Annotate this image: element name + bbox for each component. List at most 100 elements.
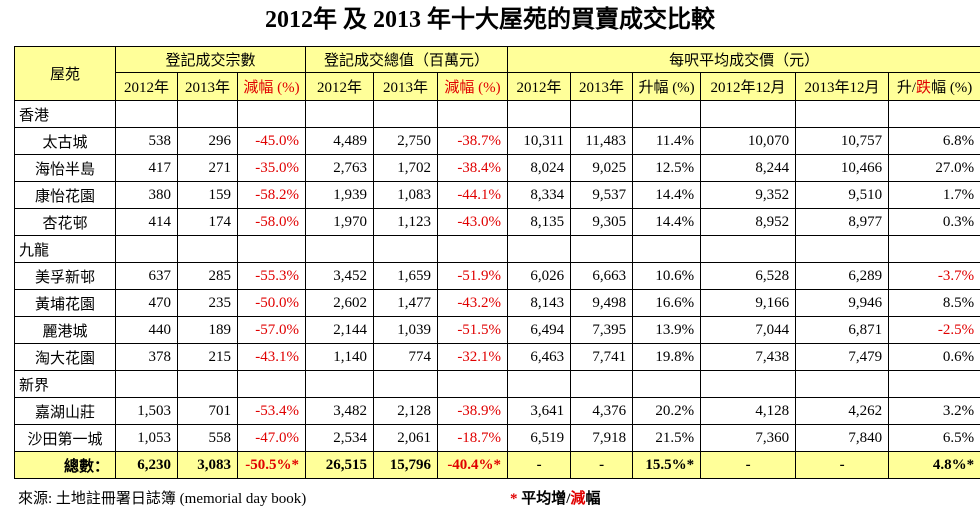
empty-cell [700, 100, 797, 128]
group-header: 每呎平均成交價（元） [507, 46, 980, 73]
cell: 11,483 [570, 127, 634, 155]
cell: 9,166 [700, 289, 797, 317]
empty-cell [236, 100, 307, 128]
cell: 6.5% [888, 424, 980, 452]
header-part: 升/ [896, 80, 917, 96]
table-body: 屋苑 登記成交宗數 登記成交總值（百萬元） 每呎平均成交價（元） 2012年 2013年減… [14, 46, 980, 479]
cell: 8,143 [507, 289, 572, 317]
total-cell: -40.4%* [437, 451, 509, 479]
empty-cell [236, 235, 307, 263]
cell: 9,498 [570, 289, 634, 317]
cell: 16.6% [632, 289, 702, 317]
cell: 3.2% [888, 397, 980, 425]
cell: 2,144 [305, 316, 375, 344]
cell: 6.8% [888, 127, 980, 155]
cell: -43.0% [437, 208, 509, 236]
cell: 6,519 [507, 424, 572, 452]
empty-cell [305, 100, 375, 128]
total-cell: 15,796 [373, 451, 439, 479]
total-label: 總數： [14, 451, 116, 479]
cell: -43.2% [437, 289, 509, 317]
total-cell: 3,083 [177, 451, 238, 479]
data-row: 杏花邨 414 174 -58.0% 1,970 1,123 -43.0% 8,135 9,30… [14, 208, 980, 236]
empty-cell [177, 235, 238, 263]
group-header: 登記成交宗數 [114, 46, 307, 73]
estate-name: 太古城 [14, 127, 116, 155]
cell: 11.4% [632, 127, 702, 155]
data-row: 康怡花園 380 159 -58.2% 1,939 1,083 -44.1% 8,334 9,5… [14, 181, 980, 209]
note-part: 平均增/ [517, 491, 571, 507]
cell: 2,128 [373, 397, 439, 425]
empty-cell [177, 370, 238, 398]
empty-cell [305, 235, 375, 263]
empty-cell [795, 235, 890, 263]
estate-name: 嘉湖山莊 [14, 397, 116, 425]
cell: 285 [177, 262, 238, 290]
cell: 2,061 [373, 424, 439, 452]
section-name: 香港 [14, 100, 116, 128]
cell: -38.7% [437, 127, 509, 155]
cell: 6,528 [700, 262, 797, 290]
cell: 19.8% [632, 343, 702, 371]
estate-name: 麗港城 [14, 316, 116, 344]
cell: 380 [115, 181, 178, 209]
empty-cell [236, 370, 307, 398]
cell: 9,510 [795, 181, 890, 209]
empty-cell [570, 370, 634, 398]
cell: 7,360 [700, 424, 797, 452]
total-cell: -50.5%* [236, 451, 307, 479]
cell: -45.0% [236, 127, 307, 155]
footer: 來源: 土地註冊署日誌簿 (memorial day book) * 平均增/減… [14, 483, 980, 511]
cell: 9,946 [795, 289, 890, 317]
data-row: 黃埔花園 470 235 -50.0% 2,602 1,477 -43.2% 8,143 9,4… [14, 289, 980, 317]
empty-cell [700, 235, 797, 263]
data-row: 嘉湖山莊 1,503 701 -53.4% 3,482 2,128 -38.9% 3,641 4… [14, 397, 980, 425]
empty-cell [115, 100, 178, 128]
data-row: 麗港城 440 189 -57.0% 2,144 1,039 -51.5% 6,494 7,39… [14, 316, 980, 344]
empty-cell [373, 370, 439, 398]
empty-cell [632, 235, 702, 263]
sub-header: 2012年 [507, 72, 572, 101]
empty-cell [795, 370, 890, 398]
empty-cell [570, 100, 634, 128]
cell: 6,871 [795, 316, 890, 344]
cell: -51.9% [437, 262, 509, 290]
cell: 7,918 [570, 424, 634, 452]
data-row: 太古城 538 296 -45.0% 4,489 2,750 -38.7% 10,311 11,… [14, 127, 980, 155]
cell: 1.7% [888, 181, 980, 209]
cell: 1,503 [115, 397, 178, 425]
cell: 10,311 [507, 127, 572, 155]
sub-header: 升/跌幅 (%) [888, 72, 980, 101]
cell: 558 [177, 424, 238, 452]
cell: -43.1% [236, 343, 307, 371]
empty-cell [373, 235, 439, 263]
cell: 3,482 [305, 397, 375, 425]
cell: -44.1% [437, 181, 509, 209]
cell: 470 [115, 289, 178, 317]
cell: -38.4% [437, 154, 509, 182]
note-part: * [510, 491, 518, 507]
empty-cell [373, 100, 439, 128]
cell: 1,039 [373, 316, 439, 344]
empty-cell [507, 370, 572, 398]
empty-cell [177, 100, 238, 128]
total-cell: 6,230 [115, 451, 178, 479]
cell: 7,479 [795, 343, 890, 371]
estate-name: 杏花邨 [14, 208, 116, 236]
data-row: 沙田第一城 1,053 558 -47.0% 2,534 2,061 -18.7% 6,519… [14, 424, 980, 452]
total-cell: - [795, 451, 890, 479]
cell: -18.7% [437, 424, 509, 452]
section-row: 九龍 [14, 235, 980, 263]
cell: 8,024 [507, 154, 572, 182]
empty-cell [632, 370, 702, 398]
cell: -38.9% [437, 397, 509, 425]
empty-cell [888, 100, 980, 128]
empty-cell [632, 100, 702, 128]
source: 來源: 土地註冊署日誌簿 (memorial day book) [18, 491, 307, 507]
cell: 1,659 [373, 262, 439, 290]
cell: 215 [177, 343, 238, 371]
cell: 1,123 [373, 208, 439, 236]
title: 2012年 及 2013 年十大屋苑的買賣成交比較 [265, 7, 715, 33]
cell: 8,977 [795, 208, 890, 236]
